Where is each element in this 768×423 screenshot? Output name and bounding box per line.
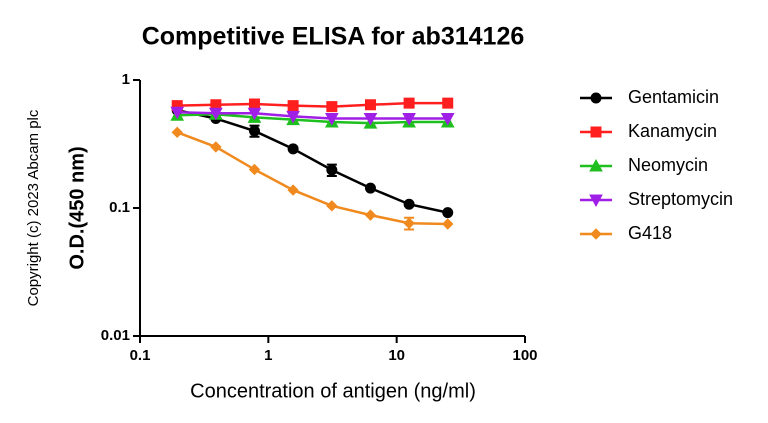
data-point [326, 101, 338, 113]
x-tick-label: 0.1 [130, 347, 151, 364]
legend-marker [590, 228, 602, 240]
x-axis-label: Concentration of antigen (ng/ml) [190, 380, 476, 402]
data-point [324, 113, 339, 126]
series-line [176, 131, 448, 226]
data-point [364, 209, 377, 221]
data-point [442, 218, 454, 230]
legend-marker [589, 158, 603, 172]
data-point [364, 99, 376, 111]
data-point [210, 141, 222, 153]
data-point [171, 126, 183, 139]
data-point [170, 106, 185, 120]
y-tick-label: 0.1 [109, 199, 130, 216]
data-point [442, 207, 454, 219]
y-axis-label: O.D.(450 nm) [66, 146, 88, 269]
legend-label: G418 [628, 223, 672, 243]
legend-marker [590, 92, 602, 104]
data-point [364, 182, 376, 194]
legend-label: Streptomycin [628, 189, 733, 209]
data-point [248, 125, 260, 137]
legend-marker [589, 194, 603, 208]
data-point [403, 217, 415, 229]
data-point [403, 97, 415, 109]
data-point [248, 98, 260, 110]
legend-marker [590, 126, 602, 138]
data-point [287, 184, 299, 196]
y-tick-label: 1 [122, 71, 130, 88]
data-point [440, 113, 455, 126]
data-point [363, 113, 378, 126]
series-line [176, 109, 449, 214]
series-line [177, 110, 448, 120]
data-point [248, 163, 261, 176]
y-tick-label: 0.01 [101, 327, 130, 344]
x-tick-label: 1 [264, 347, 272, 364]
chart-title: Competitive ELISA for ab314126 [142, 23, 525, 51]
x-tick-label: 100 [512, 347, 537, 364]
legend-label: Kanamycin [628, 121, 717, 141]
data-point [287, 143, 299, 155]
data-point [287, 100, 299, 112]
data-point [403, 198, 415, 210]
data-point [209, 107, 223, 121]
legend-label: Neomycin [628, 155, 708, 175]
data-point [442, 97, 454, 109]
series-line [177, 113, 448, 125]
data-point [326, 200, 338, 212]
legend-label: Gentamicin [628, 87, 719, 107]
series-line [177, 101, 448, 108]
data-point [402, 113, 416, 126]
copyright: Copyright (c) 2023 Abcam plc [25, 109, 42, 306]
data-point [326, 164, 338, 176]
data-point [247, 107, 262, 121]
data-point [286, 110, 300, 124]
x-tick-label: 10 [388, 347, 405, 364]
